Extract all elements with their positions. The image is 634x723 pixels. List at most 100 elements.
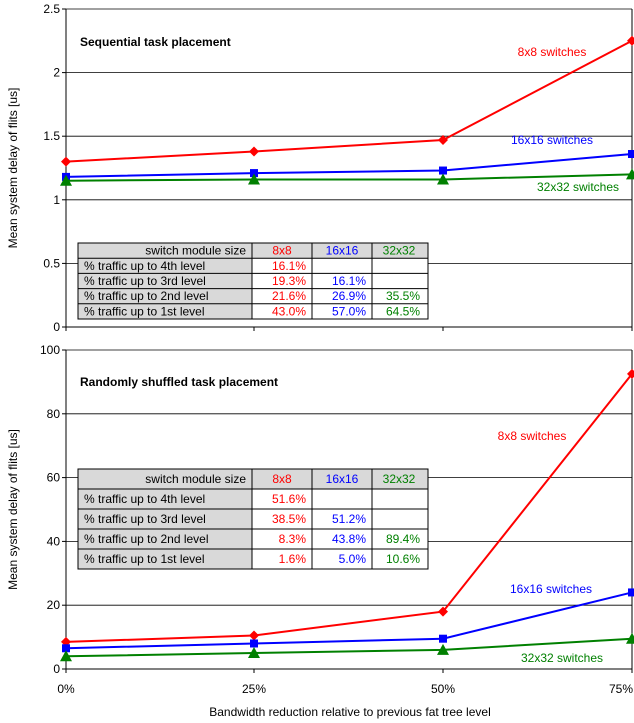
- table-cell: 64.5%: [386, 304, 420, 318]
- data-point: [438, 135, 448, 146]
- table-cell: 51.2%: [332, 512, 366, 526]
- data-point: [248, 173, 260, 185]
- table-cell: 38.5%: [272, 512, 306, 526]
- data-point: [62, 644, 70, 653]
- table-cell: 57.0%: [332, 304, 366, 318]
- data-point: [627, 368, 634, 379]
- data-point: [250, 169, 258, 178]
- table-cell: % traffic up to 3rd level: [84, 512, 206, 526]
- table-rowhead-bg: [78, 258, 252, 274]
- table-header-cell: 8x8: [272, 472, 292, 486]
- table-frame-top: [77, 242, 429, 320]
- y-axis-label: Mean system delay of flits [us]: [6, 88, 20, 249]
- table-header-cell: 16x16: [326, 472, 359, 486]
- traffic-table: switch module size 8x8 16x16 32x32 % traffic…: [77, 242, 429, 320]
- x-tick-label: 75%: [609, 682, 633, 696]
- series-line: [65, 373, 633, 643]
- data-point: [249, 630, 259, 641]
- table-cell: 8.3%: [279, 532, 307, 546]
- data-point: [628, 150, 634, 159]
- y-tick-label: 60: [47, 471, 61, 485]
- table-header-cell: switch module size: [145, 472, 246, 486]
- series-line: [65, 637, 633, 658]
- y-tick-label: 0.5: [43, 256, 60, 270]
- data-point: [627, 35, 634, 46]
- series-label: 16x16 switches: [510, 582, 592, 596]
- table-cell: 51.6%: [272, 492, 306, 506]
- y-tick-label: 1: [53, 193, 60, 207]
- series-label: 32x32 switches: [537, 180, 619, 194]
- y-tick-label: 2: [53, 66, 60, 80]
- table-cell: 35.5%: [386, 289, 420, 303]
- chart-panel-2: 0 20 40 60 80 100 Mean system delay of flits […: [6, 343, 634, 676]
- table-cell: % traffic up to 1st level: [84, 552, 205, 566]
- y-tick-label: 0: [53, 320, 60, 334]
- table-rowhead-bg: [78, 549, 252, 569]
- y-tick-label: 0: [53, 662, 60, 676]
- table-cell: 26.9%: [332, 289, 366, 303]
- table-header-cell: 32x32: [383, 472, 416, 486]
- y-tick-label: 1.5: [43, 129, 60, 143]
- data-point: [626, 632, 634, 644]
- table-rowhead-bg: [78, 303, 252, 319]
- x-tick-label: 25%: [242, 682, 266, 696]
- y-tick-label: 40: [47, 534, 61, 548]
- data-point: [439, 634, 447, 643]
- series-label: 32x32 switches: [521, 651, 603, 665]
- data-point: [249, 146, 259, 157]
- series-line: [65, 39, 633, 163]
- panel-title: Sequential task placement: [80, 35, 231, 49]
- table-cell: 16.1%: [332, 274, 366, 288]
- y-axis-label: Mean system delay of flits [us]: [6, 429, 20, 590]
- series-label: 16x16 switches: [511, 133, 593, 147]
- table-cell: % traffic up to 3rd level: [84, 274, 206, 288]
- table-rowhead-bg: [78, 273, 252, 289]
- table-header-cell: 8x8: [272, 244, 292, 258]
- data-point: [437, 643, 449, 655]
- y-tick-label: 80: [47, 407, 61, 421]
- table-header-bg: [78, 243, 428, 259]
- table-header-bg: [78, 469, 428, 489]
- table-cell: 19.3%: [272, 274, 306, 288]
- chart-panel-1: 0 0.5 1 1.5 2 2.5 Mean system delay of flits […: [6, 2, 634, 334]
- x-tick-label: 50%: [431, 682, 455, 696]
- table-rowhead-bg: [78, 529, 252, 549]
- series-label: 8x8 switches: [518, 45, 587, 59]
- table-cell: 89.4%: [386, 532, 420, 546]
- table-cell: % traffic up to 4th level: [84, 492, 205, 506]
- table-rowhead-bg: [78, 288, 252, 304]
- data-point: [626, 168, 634, 180]
- traffic-table: switch module size 8x8 16x16 32x32 % traffic…: [77, 468, 429, 570]
- data-point: [61, 156, 71, 167]
- table-cell: 10.6%: [386, 552, 420, 566]
- table-header-cell: 16x16: [326, 244, 359, 258]
- data-point: [439, 166, 447, 175]
- table-cell: 16.1%: [272, 259, 306, 273]
- table-cell: 1.6%: [279, 552, 307, 566]
- y-tick-label: 2.5: [43, 2, 60, 16]
- series-line: [65, 173, 633, 182]
- series-line: [65, 153, 633, 178]
- x-axis-label: Bandwidth reduction relative to previous…: [209, 705, 491, 719]
- table-cell: 5.0%: [339, 552, 367, 566]
- data-point: [628, 588, 634, 597]
- y-tick-label: 20: [47, 598, 61, 612]
- table-rowhead-bg: [78, 489, 252, 509]
- table-cell: 43.0%: [272, 304, 306, 318]
- data-point: [60, 650, 72, 662]
- series-label: 8x8 switches: [498, 429, 567, 443]
- y-tick-label: 100: [40, 343, 60, 357]
- series-line: [65, 591, 633, 650]
- table-cell: % traffic up to 1st level: [84, 304, 205, 318]
- panel-title: Randomly shuffled task placement: [80, 375, 278, 389]
- x-tick-label: 0%: [57, 682, 75, 696]
- data-point: [248, 647, 260, 659]
- data-point: [60, 174, 72, 186]
- table-frame-top: [77, 468, 429, 570]
- data-point: [438, 606, 448, 617]
- table-cell: % traffic up to 2nd level: [84, 532, 209, 546]
- table-cell: % traffic up to 2nd level: [84, 289, 209, 303]
- table-cell: 21.6%: [272, 289, 306, 303]
- table-header-cell: 32x32: [383, 244, 416, 258]
